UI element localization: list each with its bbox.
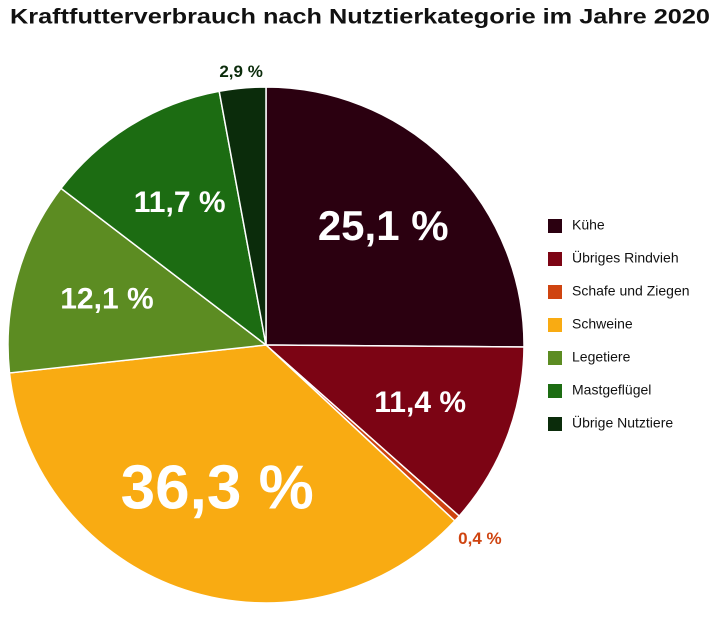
data-label: 0,4 % xyxy=(458,529,501,548)
legend-label: Schweine xyxy=(572,316,633,332)
data-label: 11,7 % xyxy=(134,186,226,219)
pie-slice xyxy=(59,90,268,347)
data-label: 11,4 % xyxy=(374,386,466,419)
legend-swatch xyxy=(548,219,562,233)
legend-label: Übriges Rindvieh xyxy=(572,249,679,266)
data-label: 36,3 % xyxy=(121,453,314,522)
data-label: 2,9 % xyxy=(219,62,262,81)
legend-label: Schafe und Ziegen xyxy=(572,283,690,299)
pie-slice xyxy=(265,86,525,348)
legend-swatch xyxy=(548,384,562,398)
legend-swatch xyxy=(548,285,562,299)
legend-swatch xyxy=(548,252,562,266)
legend-label: Kühe xyxy=(572,217,605,233)
pie-slice xyxy=(264,344,525,518)
pie-slice xyxy=(218,86,267,346)
chart-title: Kraftfutterverbrauch nach Nutztierkatego… xyxy=(10,6,710,29)
legend-label: Übrige Nutztiere xyxy=(572,414,673,431)
legend-label: Mastgeflügel xyxy=(572,382,651,398)
legend-swatch xyxy=(548,318,562,332)
legend-swatch xyxy=(548,417,562,431)
data-label: 12,1 % xyxy=(60,283,153,316)
pie-slice xyxy=(8,344,456,604)
data-label: 25,1 % xyxy=(318,202,449,249)
legend-label: Legetiere xyxy=(572,349,631,365)
pie-slice xyxy=(7,187,268,374)
legend-swatch xyxy=(548,351,562,365)
